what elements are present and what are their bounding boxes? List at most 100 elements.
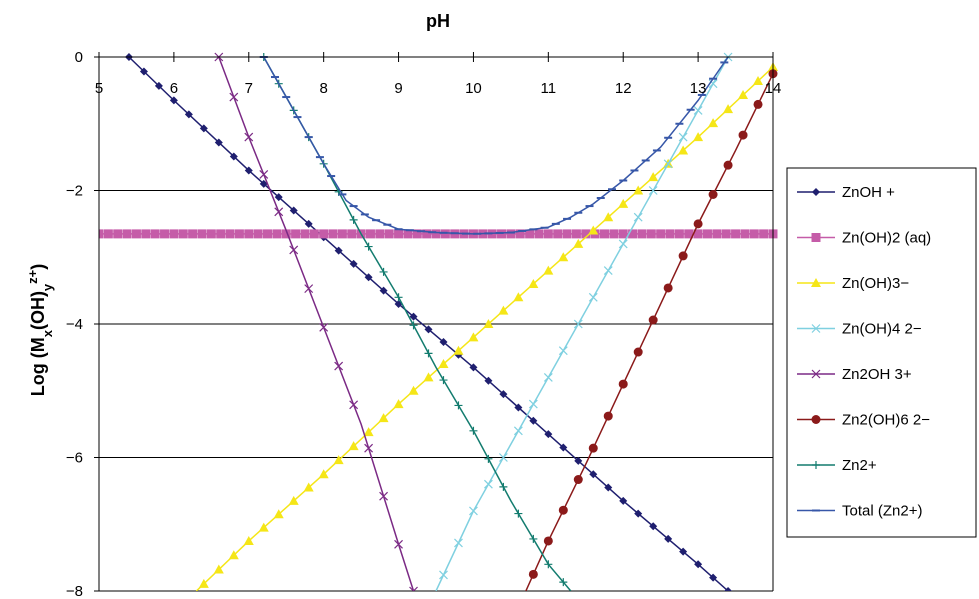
x-tick-label: 11 (541, 80, 557, 97)
data-point (439, 338, 448, 347)
data-point (365, 229, 375, 239)
data-point (141, 229, 151, 239)
data-point (656, 229, 666, 239)
data-point (334, 361, 344, 371)
data-point (484, 454, 493, 463)
series-2 (195, 62, 778, 591)
data-point (721, 229, 731, 239)
data-point (498, 453, 508, 462)
data-point (702, 229, 712, 239)
data-point (422, 229, 432, 239)
data-point (525, 229, 535, 239)
y-tick-label: 0 (75, 49, 83, 66)
data-point (349, 215, 358, 224)
data-point (678, 251, 688, 261)
data-point (571, 229, 581, 239)
data-point (678, 132, 688, 142)
x-tick-label: 9 (394, 80, 402, 97)
y-tick-label: −4 (66, 316, 83, 333)
data-point (628, 229, 638, 239)
data-point (412, 229, 422, 239)
data-point (528, 399, 538, 409)
data-point (581, 229, 591, 239)
data-point (454, 538, 463, 548)
data-point (553, 229, 563, 239)
data-point (229, 152, 238, 161)
data-point (303, 482, 314, 492)
x-tick-label: 7 (245, 80, 253, 97)
data-point (259, 170, 269, 179)
data-point (589, 470, 598, 479)
data-point (723, 160, 733, 170)
data-point (244, 166, 253, 175)
data-point (229, 92, 239, 102)
legend-item: Total (Zn2+) (797, 503, 922, 520)
data-point (544, 560, 553, 569)
data-point (678, 145, 689, 155)
data-point (499, 482, 508, 491)
legend-item: Zn2+ (797, 457, 877, 474)
legend-label: Zn(OH)4 2− (842, 321, 922, 338)
data-point (103, 229, 113, 239)
data-point (469, 506, 478, 516)
legend-label: Zn2(OH)6 2− (842, 412, 930, 429)
axes: 5 6 7 8 9 10 11 12 13 14 0 −2 −4 −6 −8 (66, 49, 781, 599)
legend-marker (811, 369, 821, 379)
data-point (663, 283, 673, 293)
data-point (198, 578, 209, 588)
data-point (289, 206, 298, 215)
data-point (309, 229, 319, 239)
data-point (483, 479, 493, 489)
data-point (574, 456, 583, 465)
data-point (573, 319, 583, 329)
data-point (558, 505, 568, 515)
legend-marker (811, 415, 821, 424)
data-point (633, 212, 643, 222)
legend-label: Zn2OH 3+ (842, 366, 912, 383)
data-point (543, 536, 553, 546)
data-point (738, 90, 749, 100)
data-point (408, 385, 419, 395)
data-point (244, 229, 254, 239)
data-point (375, 229, 385, 239)
data-point (349, 259, 358, 268)
data-point (708, 118, 719, 128)
data-point (319, 322, 329, 332)
data-point (618, 239, 628, 249)
data-point (648, 172, 659, 182)
data-point (543, 229, 553, 239)
data-point (469, 426, 478, 435)
data-point (454, 401, 463, 410)
data-point (364, 443, 374, 453)
data-point (664, 534, 673, 543)
data-point (559, 578, 568, 587)
data-point (378, 413, 389, 423)
data-point (679, 547, 688, 556)
data-point (169, 96, 178, 105)
legend: ZnOH + Zn(OH)2 (aq) Zn(OH)3− Zn(OH)4 2− Zn2O… (786, 167, 977, 538)
data-point (633, 185, 644, 195)
legend-marker (812, 461, 820, 469)
data-point (543, 372, 553, 382)
data-point (113, 229, 123, 239)
data-point (318, 469, 329, 479)
data-point (731, 229, 741, 239)
data-point (263, 229, 272, 239)
data-point (694, 560, 703, 569)
data-point (753, 99, 763, 109)
x-tick-label: 5 (95, 80, 103, 97)
legend-item: Zn(OH)4 2− (797, 321, 922, 338)
data-point (693, 219, 703, 229)
data-point (319, 229, 329, 239)
data-point (334, 246, 343, 255)
data-point (431, 229, 441, 239)
data-point (206, 229, 216, 239)
data-point (394, 293, 403, 302)
data-point (300, 229, 310, 239)
series-layer (99, 52, 778, 591)
data-point (515, 229, 525, 239)
data-point (484, 376, 493, 385)
data-point (749, 229, 759, 239)
legend-marker (811, 324, 821, 333)
data-point (483, 319, 494, 328)
